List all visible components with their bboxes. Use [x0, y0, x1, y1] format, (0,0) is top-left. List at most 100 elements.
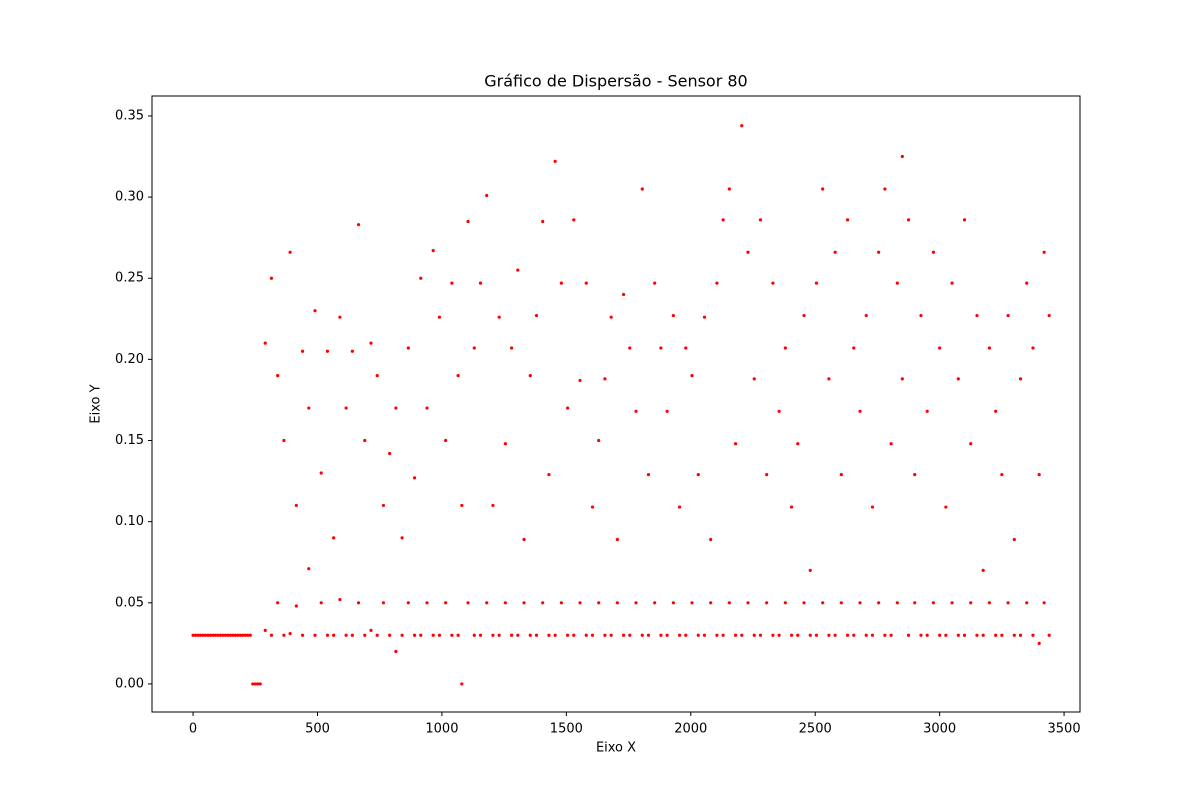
point [1006, 601, 1010, 605]
point [233, 633, 237, 637]
point [969, 442, 973, 446]
point [609, 633, 613, 637]
y-tick-label: 0.30 [115, 190, 144, 205]
point [733, 633, 738, 637]
point [603, 633, 607, 637]
point [400, 536, 404, 540]
point [332, 536, 336, 540]
point [218, 633, 223, 637]
point [332, 633, 336, 637]
point [206, 633, 210, 637]
point [597, 438, 601, 443]
y-tick-label: 0.25 [115, 271, 144, 286]
chart-title: Gráfico de Dispersão - Sensor 80 [484, 72, 747, 91]
point [300, 633, 305, 637]
point [702, 633, 707, 637]
point [231, 633, 235, 637]
point [889, 442, 893, 446]
point [338, 597, 342, 602]
point [975, 313, 979, 318]
point [363, 438, 367, 443]
point [485, 193, 489, 198]
x-tick-label: 2000 [674, 722, 707, 737]
point [444, 601, 448, 605]
point [721, 218, 725, 222]
point [559, 601, 563, 605]
point [883, 187, 887, 191]
point [845, 633, 850, 637]
point [808, 568, 812, 572]
point [1031, 346, 1035, 350]
point [300, 349, 305, 353]
point [653, 601, 657, 605]
point [931, 601, 936, 605]
point [913, 472, 917, 477]
point [740, 633, 744, 637]
point [634, 601, 638, 605]
point [727, 187, 731, 191]
point [1042, 601, 1046, 605]
point [516, 633, 520, 637]
point [709, 537, 713, 542]
point [282, 438, 286, 443]
point [796, 633, 800, 637]
point [987, 346, 992, 350]
point [621, 292, 626, 297]
point [590, 633, 595, 637]
point [777, 633, 781, 637]
point [510, 346, 514, 350]
point [671, 601, 675, 605]
point [388, 633, 392, 637]
point [715, 281, 719, 285]
point [223, 633, 228, 637]
point [356, 601, 361, 605]
point [369, 628, 373, 632]
point [565, 633, 570, 637]
point [294, 503, 298, 508]
point [276, 374, 280, 378]
point [211, 633, 215, 637]
point [584, 633, 588, 637]
point [313, 633, 317, 637]
point [193, 633, 198, 637]
point [213, 633, 218, 637]
point [733, 442, 738, 446]
point [431, 249, 435, 253]
point [553, 159, 557, 163]
point [276, 601, 280, 605]
point [450, 633, 454, 637]
point [294, 604, 298, 608]
point [696, 472, 700, 477]
point [472, 633, 476, 637]
point [466, 219, 470, 224]
x-tick-label: 3500 [1048, 722, 1081, 737]
point [827, 633, 831, 637]
y-tick-label: 0.10 [115, 514, 144, 529]
point [640, 633, 644, 637]
point [256, 682, 260, 686]
point [478, 281, 483, 285]
point [702, 315, 707, 319]
point [456, 374, 460, 378]
point [913, 601, 917, 605]
point [839, 601, 843, 605]
point [246, 633, 250, 637]
point [752, 633, 756, 637]
point [950, 601, 954, 605]
point [615, 601, 619, 605]
point [412, 633, 417, 637]
point [263, 341, 267, 345]
point [491, 503, 495, 508]
point [900, 377, 904, 381]
point [895, 281, 899, 285]
point [962, 633, 967, 637]
point [338, 315, 342, 319]
point [864, 313, 868, 318]
point [1018, 377, 1023, 381]
point [628, 633, 632, 637]
point [925, 409, 929, 413]
point [228, 633, 232, 637]
point [1000, 472, 1004, 477]
point [503, 601, 507, 605]
point [437, 633, 442, 637]
